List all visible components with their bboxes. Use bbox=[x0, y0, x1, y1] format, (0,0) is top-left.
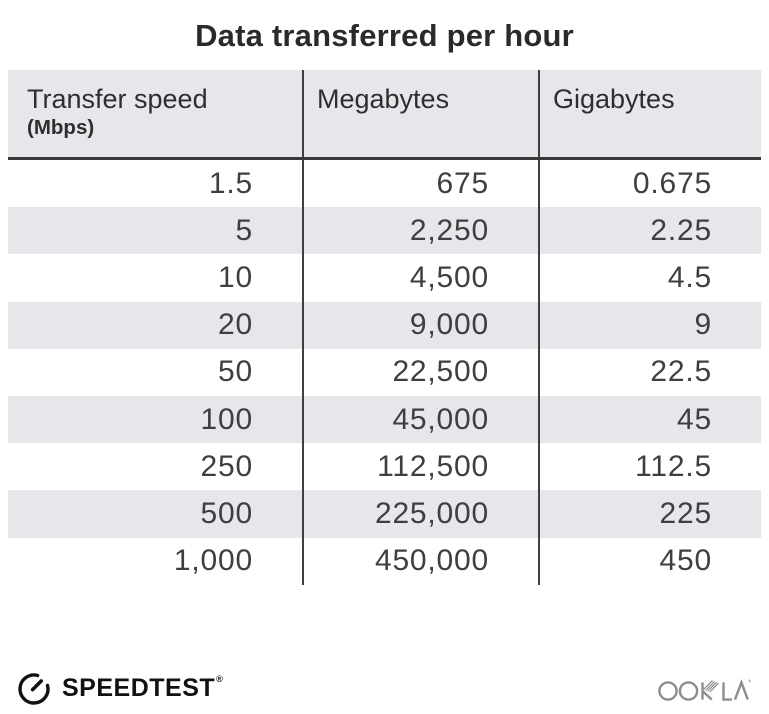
cell-megabytes: 675 bbox=[302, 160, 538, 208]
table-row: 250 112,500 112.5 bbox=[8, 443, 761, 491]
table-row: 500 225,000 225 bbox=[8, 490, 761, 538]
cell-gigabytes: 22.5 bbox=[538, 348, 761, 396]
speedtest-wordmark: SPEEDTEST bbox=[62, 673, 216, 702]
header-megabytes: Megabytes bbox=[302, 70, 538, 157]
cell-gigabytes: 0.675 bbox=[538, 160, 761, 208]
header-gigabytes-label: Gigabytes bbox=[553, 84, 675, 114]
table-row: 1.5 675 0.675 bbox=[8, 160, 761, 208]
table-row: 100 45,000 45 bbox=[8, 395, 761, 444]
cell-transfer-speed: 5 bbox=[235, 213, 253, 247]
speedtest-logo: SPEEDTEST ® bbox=[16, 670, 223, 707]
footer: SPEEDTEST ® bbox=[16, 666, 751, 710]
cell-transfer-speed: 20 bbox=[218, 308, 253, 342]
cell-megabytes: 112,500 bbox=[302, 443, 538, 491]
cell-megabytes: 45,000 bbox=[302, 395, 538, 444]
infographic-page: Data transferred per hour Transfer speed… bbox=[0, 16, 769, 714]
cell-transfer-speed: 250 bbox=[200, 449, 253, 483]
table-row: 20 9,000 9 bbox=[8, 301, 761, 349]
header-transfer-speed: Transfer speed (Mbps) bbox=[8, 70, 302, 157]
cell-gigabytes: 225 bbox=[538, 490, 761, 538]
cell-transfer-speed: 1,000 bbox=[173, 544, 253, 578]
header-transfer-speed-unit: (Mbps) bbox=[27, 116, 95, 139]
table-header-row: Transfer speed (Mbps) Megabytes Gigabyte… bbox=[8, 70, 761, 160]
data-table: Transfer speed (Mbps) Megabytes Gigabyte… bbox=[8, 70, 761, 585]
cell-megabytes: 450,000 bbox=[302, 537, 538, 585]
table-row: 1,000 450,000 450 bbox=[8, 537, 761, 585]
ookla-logo bbox=[658, 678, 751, 701]
cell-gigabytes: 9 bbox=[538, 301, 761, 349]
cell-megabytes: 4,500 bbox=[302, 254, 538, 302]
cell-megabytes: 9,000 bbox=[302, 301, 538, 349]
header-megabytes-label: Megabytes bbox=[317, 84, 450, 114]
cell-gigabytes: 112.5 bbox=[538, 443, 761, 491]
speedometer-gauge-icon bbox=[18, 672, 50, 705]
cell-transfer-speed: 100 bbox=[200, 402, 253, 436]
cell-gigabytes: 450 bbox=[538, 537, 761, 585]
page-title: Data transferred per hour bbox=[195, 18, 574, 53]
table-row: 50 22,500 22.5 bbox=[8, 348, 761, 396]
cell-megabytes: 2,250 bbox=[302, 207, 538, 255]
cell-gigabytes: 45 bbox=[538, 395, 761, 444]
header-gigabytes: Gigabytes bbox=[538, 70, 761, 157]
cell-gigabytes: 4.5 bbox=[538, 254, 761, 302]
header-transfer-speed-label: Transfer speed bbox=[27, 84, 208, 114]
cell-transfer-speed: 50 bbox=[218, 355, 253, 389]
table-body: 1.5 675 0.675 5 2,250 2.25 10 4,500 4.5 … bbox=[8, 160, 761, 585]
registered-trademark-icon: ® bbox=[216, 674, 223, 684]
cell-transfer-speed: 10 bbox=[218, 260, 253, 294]
cell-gigabytes: 2.25 bbox=[538, 207, 761, 255]
cell-transfer-speed: 500 bbox=[200, 496, 253, 530]
cell-transfer-speed: 1.5 bbox=[208, 166, 253, 200]
cell-megabytes: 22,500 bbox=[302, 348, 538, 396]
table-row: 10 4,500 4.5 bbox=[8, 254, 761, 302]
table-row: 5 2,250 2.25 bbox=[8, 207, 761, 255]
cell-megabytes: 225,000 bbox=[302, 490, 538, 538]
